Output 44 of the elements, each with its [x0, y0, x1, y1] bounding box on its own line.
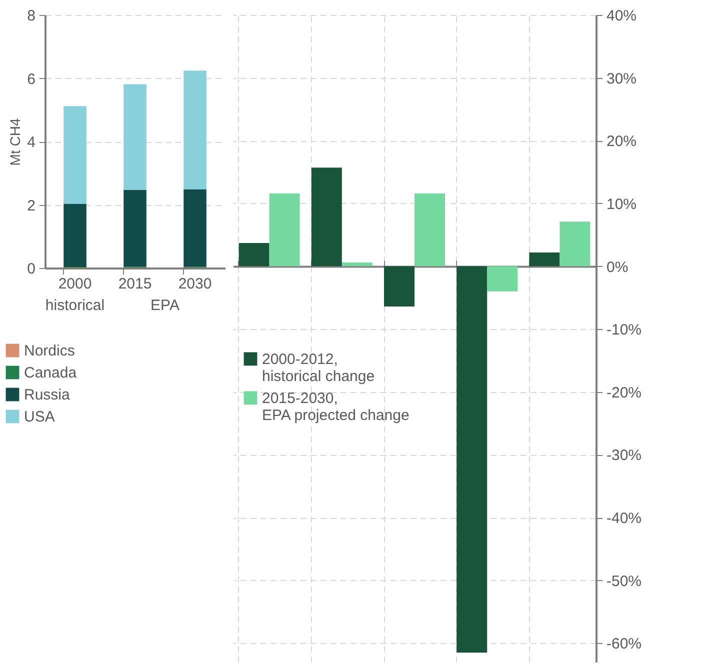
- y2-tick-label: -60%: [606, 636, 642, 653]
- y-tick-label: 0: [27, 260, 36, 278]
- y-tick-label: 2: [27, 197, 36, 214]
- y-tick-label: 6: [27, 70, 36, 88]
- y2-tick-label: 40%: [606, 8, 637, 24]
- legend-label: Canada: [24, 364, 78, 382]
- y2-tick-label: -40%: [606, 510, 642, 528]
- bar: [384, 266, 414, 306]
- y2-tick-label: 30%: [606, 70, 637, 88]
- x-tick-label: 2030: [178, 276, 212, 292]
- y2-tick-label: 20%: [606, 133, 637, 150]
- bar: [414, 193, 445, 266]
- legend-label: USA: [24, 408, 55, 426]
- text: historical: [45, 297, 105, 314]
- legend-label: Russia: [24, 386, 71, 404]
- y2-tick-label: 0%: [606, 258, 628, 276]
- y2-tick-label: -50%: [606, 572, 642, 590]
- bar: [184, 70, 206, 190]
- bar: [124, 84, 146, 190]
- x-tick-label: 2015: [118, 276, 152, 292]
- bar: [456, 266, 488, 653]
- bar: [529, 252, 560, 266]
- bar: [560, 222, 590, 266]
- bar: [342, 262, 372, 266]
- y2-tick-label: 10%: [606, 196, 637, 213]
- bar: [487, 266, 518, 292]
- y-tick-label: 8: [27, 8, 36, 24]
- bar: [184, 189, 206, 267]
- legend-label: 2000-2012, historical change: [262, 350, 375, 385]
- legend-label: Nordics: [24, 342, 75, 360]
- y-tick-label: 4: [27, 134, 36, 151]
- bar: [311, 168, 342, 266]
- y-axis-title: Mt CH4: [7, 118, 24, 166]
- y2-tick-label: -20%: [606, 384, 642, 402]
- bar: [64, 204, 86, 268]
- bar: [64, 106, 86, 204]
- y2-tick-label: -10%: [606, 322, 642, 339]
- legend-label: 2015-2030, EPA projected change: [262, 390, 410, 424]
- bar: [124, 190, 146, 267]
- bar: [269, 193, 300, 266]
- bar: [238, 243, 270, 266]
- y2-tick-label: -30%: [606, 447, 642, 464]
- x-tick-label: 2000: [58, 276, 92, 292]
- text: EPA: [150, 297, 180, 314]
